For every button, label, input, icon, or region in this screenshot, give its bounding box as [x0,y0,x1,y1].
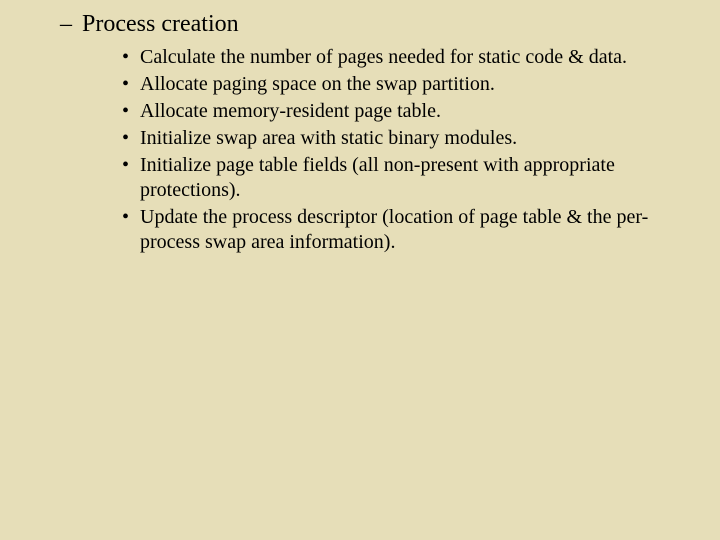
slide-container: – Process creation • Calculate the numbe… [0,0,720,540]
list-item: • Update the process descriptor (locatio… [122,205,680,255]
bullet-text: Allocate memory-resident page table. [140,99,680,124]
bullet-text: Update the process descriptor (location … [140,205,680,255]
bullet-icon: • [122,45,140,70]
bullet-icon: • [122,153,140,203]
bullet-text: Calculate the number of pages needed for… [140,45,680,70]
list-item: • Allocate memory-resident page table. [122,99,680,124]
heading-row: – Process creation [60,10,680,39]
bullet-icon: • [122,72,140,97]
bullet-list: • Calculate the number of pages needed f… [122,45,680,255]
list-item: • Initialize swap area with static binar… [122,126,680,151]
bullet-text: Allocate paging space on the swap partit… [140,72,680,97]
heading-dash-icon: – [60,10,72,39]
heading-text: Process creation [82,10,239,39]
bullet-text: Initialize page table fields (all non-pr… [140,153,680,203]
bullet-text: Initialize swap area with static binary … [140,126,680,151]
list-item: • Allocate paging space on the swap part… [122,72,680,97]
bullet-icon: • [122,205,140,255]
list-item: • Initialize page table fields (all non-… [122,153,680,203]
list-item: • Calculate the number of pages needed f… [122,45,680,70]
bullet-icon: • [122,126,140,151]
bullet-icon: • [122,99,140,124]
